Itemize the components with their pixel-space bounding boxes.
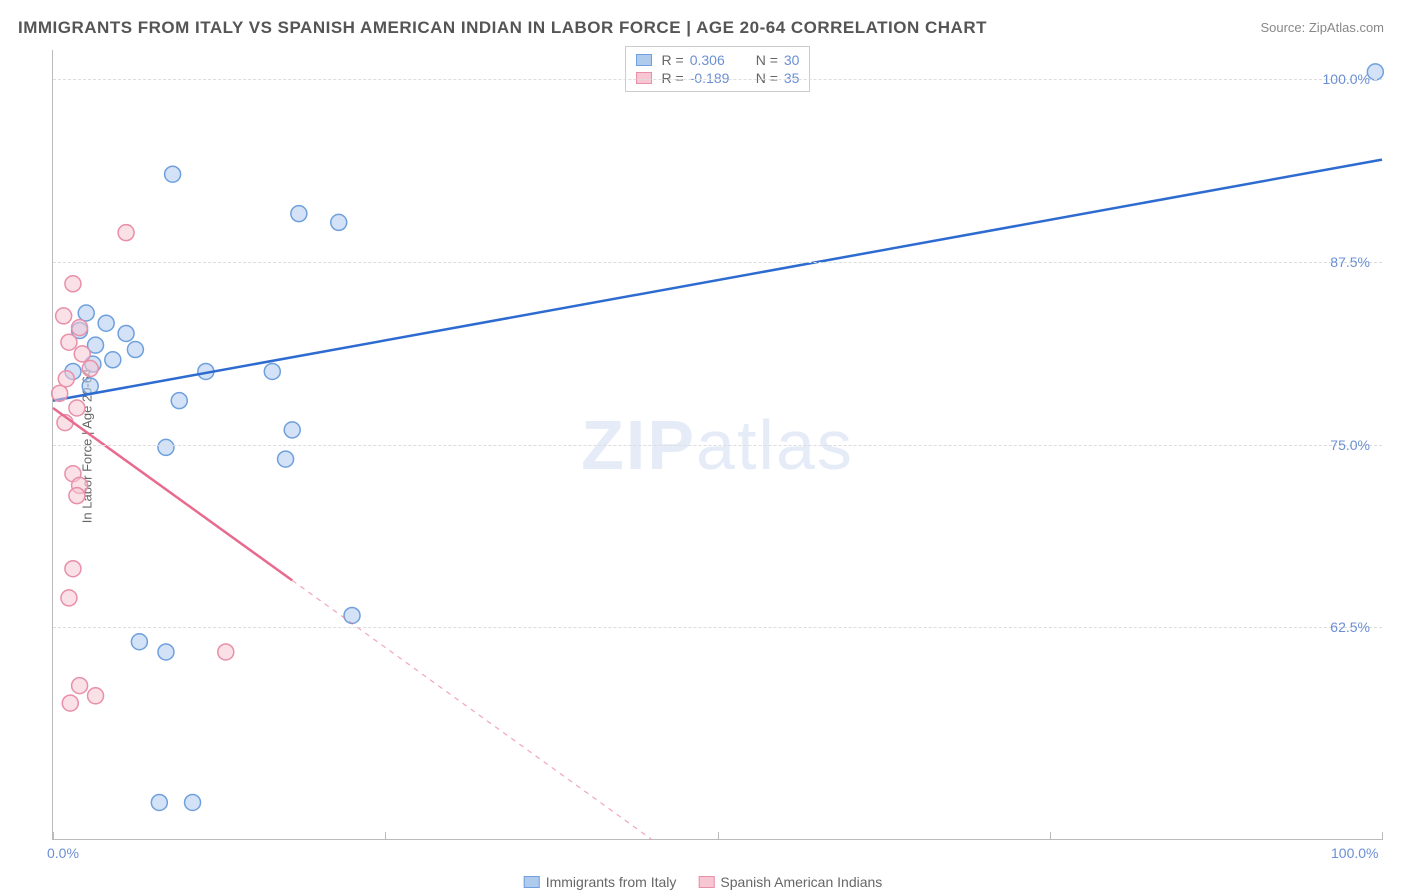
ytick-label: 75.0% bbox=[1330, 437, 1370, 453]
series-label-1: Spanish American Indians bbox=[720, 874, 882, 890]
scatter-point bbox=[62, 695, 78, 711]
legend-n-value-1: 35 bbox=[784, 70, 800, 86]
xtick-label: 0.0% bbox=[47, 845, 79, 861]
scatter-point bbox=[118, 325, 134, 341]
scatter-point bbox=[218, 644, 234, 660]
scatter-point bbox=[264, 363, 280, 379]
scatter-point bbox=[127, 342, 143, 358]
scatter-point bbox=[82, 361, 98, 377]
regression-line-solid bbox=[53, 408, 292, 580]
scatter-point bbox=[331, 214, 347, 230]
legend-swatch-0 bbox=[636, 54, 652, 66]
legend-row-1: R = -0.189 N = 35 bbox=[636, 69, 800, 87]
scatter-point bbox=[151, 794, 167, 810]
source-attribution: Source: ZipAtlas.com bbox=[1260, 20, 1384, 35]
scatter-point bbox=[61, 334, 77, 350]
scatter-point bbox=[98, 315, 114, 331]
legend-r-label-1: R = bbox=[662, 70, 684, 86]
scatter-point bbox=[74, 346, 90, 362]
gridline-h bbox=[53, 445, 1382, 446]
series-legend: Immigrants from Italy Spanish American I… bbox=[524, 874, 883, 890]
scatter-point bbox=[291, 206, 307, 222]
scatter-point bbox=[65, 561, 81, 577]
scatter-point bbox=[56, 308, 72, 324]
xtick bbox=[1382, 832, 1383, 840]
scatter-point bbox=[58, 371, 74, 387]
chart-container: IMMIGRANTS FROM ITALY VS SPANISH AMERICA… bbox=[0, 0, 1406, 892]
legend-r-value-0: 0.306 bbox=[690, 52, 742, 68]
scatter-point bbox=[72, 678, 88, 694]
scatter-point bbox=[284, 422, 300, 438]
series-swatch-0 bbox=[524, 876, 540, 888]
ytick-label: 100.0% bbox=[1323, 71, 1370, 87]
legend-n-label-1: N = bbox=[756, 70, 778, 86]
scatter-point bbox=[131, 634, 147, 650]
xtick-label: 100.0% bbox=[1331, 845, 1378, 861]
chart-title: IMMIGRANTS FROM ITALY VS SPANISH AMERICA… bbox=[18, 18, 987, 38]
gridline-h bbox=[53, 627, 1382, 628]
scatter-point bbox=[165, 166, 181, 182]
scatter-point bbox=[69, 400, 85, 416]
scatter-point bbox=[158, 644, 174, 660]
correlation-legend: R = 0.306 N = 30 R = -0.189 N = 35 bbox=[625, 46, 811, 92]
scatter-point bbox=[69, 488, 85, 504]
series-legend-item-1: Spanish American Indians bbox=[698, 874, 882, 890]
scatter-point bbox=[78, 305, 94, 321]
scatter-point bbox=[278, 451, 294, 467]
xtick bbox=[718, 832, 719, 840]
ytick-label: 62.5% bbox=[1330, 619, 1370, 635]
legend-n-label-0: N = bbox=[756, 52, 778, 68]
series-legend-item-0: Immigrants from Italy bbox=[524, 874, 677, 890]
xtick bbox=[53, 832, 54, 840]
ytick-label: 87.5% bbox=[1330, 254, 1370, 270]
scatter-point bbox=[72, 320, 88, 336]
legend-swatch-1 bbox=[636, 72, 652, 84]
gridline-h bbox=[53, 79, 1382, 80]
scatter-point bbox=[52, 385, 68, 401]
legend-row-0: R = 0.306 N = 30 bbox=[636, 51, 800, 69]
scatter-point bbox=[185, 794, 201, 810]
scatter-point bbox=[118, 225, 134, 241]
scatter-point bbox=[344, 607, 360, 623]
series-label-0: Immigrants from Italy bbox=[546, 874, 677, 890]
scatter-point bbox=[105, 352, 121, 368]
legend-r-value-1: -0.189 bbox=[690, 70, 742, 86]
scatter-point bbox=[65, 276, 81, 292]
scatter-point bbox=[61, 590, 77, 606]
legend-r-label-0: R = bbox=[662, 52, 684, 68]
scatter-point bbox=[88, 688, 104, 704]
gridline-h bbox=[53, 262, 1382, 263]
scatter-point bbox=[171, 393, 187, 409]
legend-n-value-0: 30 bbox=[784, 52, 800, 68]
plot-area: ZIPatlas R = 0.306 N = 30 R = -0.189 N =… bbox=[52, 50, 1382, 840]
series-swatch-1 bbox=[698, 876, 714, 888]
xtick bbox=[385, 832, 386, 840]
regression-line bbox=[53, 160, 1382, 401]
xtick bbox=[1050, 832, 1051, 840]
scatter-point bbox=[158, 439, 174, 455]
